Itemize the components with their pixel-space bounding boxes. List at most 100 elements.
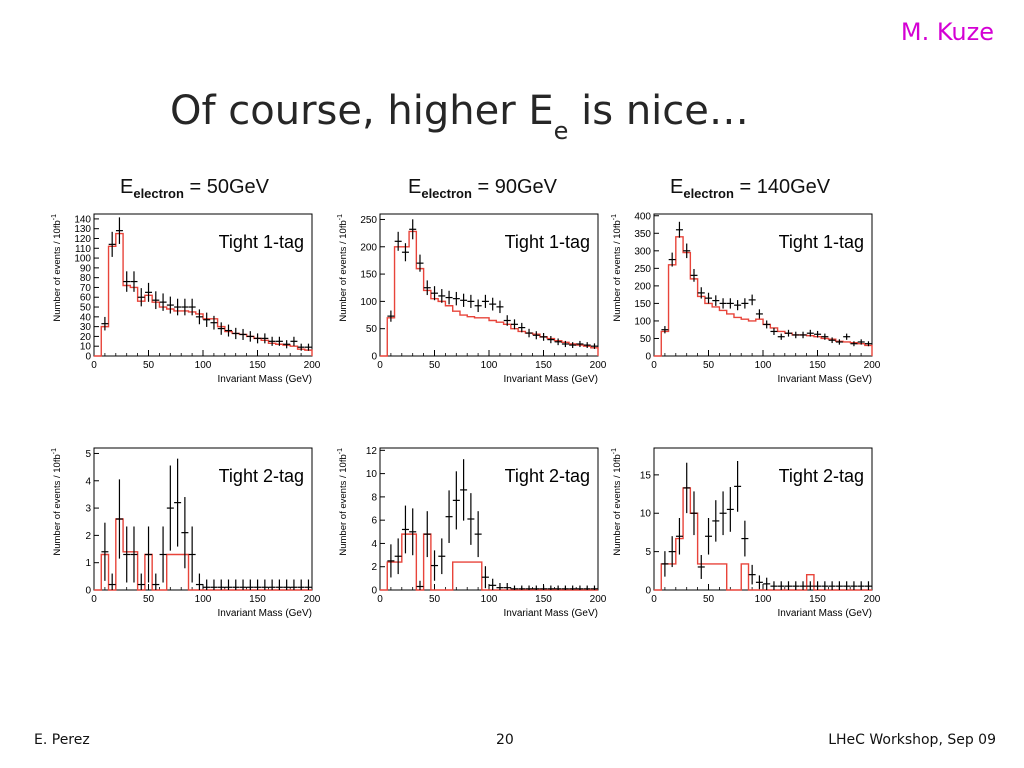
data-point: [683, 243, 691, 259]
x-tick-label: 150: [809, 360, 826, 371]
data-point: [828, 581, 836, 590]
data-point: [583, 585, 591, 590]
data-point: [467, 294, 475, 308]
data-point: [540, 333, 548, 341]
x-tick-label: 150: [249, 360, 266, 371]
chart-140gev-1tag: 0 50 100 150 200 250 300 350 400 0 50 100 150 200 Inva…: [611, 211, 880, 385]
x-axis-label: Invariant Mass (GeV): [504, 374, 598, 385]
data-point: [290, 336, 298, 346]
data-point: [115, 479, 123, 559]
data-point: [792, 581, 800, 590]
slide-title: Of course, higher Ee is nice…: [170, 88, 749, 145]
data-point: [821, 581, 829, 590]
data-point: [525, 585, 533, 590]
x-tick-label: 50: [143, 360, 155, 371]
data-point: [661, 326, 669, 334]
data-point: [532, 331, 540, 340]
data-point: [763, 320, 771, 329]
data-point: [297, 579, 305, 590]
x-tick-label: 50: [429, 360, 441, 371]
data-point: [675, 221, 683, 238]
data-point: [799, 581, 807, 590]
y-tick-label: 50: [366, 324, 378, 335]
data-point: [246, 579, 254, 590]
data-point: [137, 573, 145, 590]
data-point: [438, 538, 446, 575]
y-tick-label: 10: [366, 469, 378, 480]
col-prefix: E: [120, 176, 134, 198]
data-point: [394, 231, 402, 251]
y-tick-label: 100: [360, 297, 377, 308]
data-point: [431, 286, 439, 301]
y-tick-label: 15: [640, 470, 652, 481]
data-point: [712, 295, 720, 306]
data-point: [503, 582, 511, 590]
data-point: [748, 564, 756, 585]
data-point: [712, 500, 720, 542]
footer-event: LHeC Workshop, Sep 09: [828, 732, 996, 748]
data-point: [734, 300, 742, 311]
col-sub: electron: [683, 186, 734, 201]
data-point: [152, 573, 160, 590]
data-point: [792, 331, 800, 339]
y-tick-label: 0: [85, 586, 91, 597]
x-axis-label: Invariant Mass (GeV): [218, 374, 312, 385]
col-sub: electron: [133, 186, 184, 201]
data-point: [770, 327, 778, 335]
data-point: [525, 328, 533, 338]
x-axis-label: Invariant Mass (GeV): [778, 374, 872, 385]
x-tick-label: 100: [755, 594, 772, 605]
data-point: [864, 581, 872, 590]
data-point: [683, 462, 691, 514]
data-point: [297, 343, 305, 351]
mc-histogram: [380, 230, 599, 357]
data-point: [719, 491, 727, 536]
data-point: [481, 294, 489, 308]
data-point: [152, 291, 160, 310]
x-tick-label: 100: [195, 594, 212, 605]
data-point: [590, 585, 598, 590]
data-point: [864, 341, 872, 347]
data-point: [239, 579, 247, 590]
y-tick-label: 130: [74, 224, 91, 235]
data-point: [181, 497, 189, 569]
y-tick-label: 120: [74, 234, 91, 245]
data-point: [261, 333, 269, 344]
data-point: [203, 579, 211, 590]
data-point: [785, 581, 793, 590]
data-point: [108, 231, 116, 257]
data-point: [748, 294, 756, 306]
data-point: [188, 526, 196, 583]
data-point: [668, 536, 676, 568]
x-tick-label: 0: [377, 360, 383, 371]
x-tick-label: 0: [91, 360, 97, 371]
data-point: [569, 342, 577, 349]
data-point: [423, 511, 431, 558]
x-tick-label: 200: [304, 360, 320, 371]
data-point: [130, 271, 138, 292]
x-tick-label: 0: [651, 594, 657, 605]
data-point: [705, 517, 713, 555]
data-point: [806, 329, 814, 337]
data-point: [101, 522, 109, 581]
y-tick-label: 0: [371, 586, 377, 597]
x-tick-label: 100: [481, 360, 498, 371]
data-point: [806, 581, 814, 590]
data-point: [561, 340, 569, 348]
data-point: [423, 280, 431, 296]
panel-label: Tight 1-tag: [219, 232, 304, 252]
data-point: [474, 511, 482, 558]
x-tick-label: 200: [590, 360, 606, 371]
x-tick-label: 50: [703, 594, 715, 605]
y-tick-label: 110: [75, 244, 91, 255]
data-point: [576, 340, 584, 348]
y-tick-label: 40: [80, 312, 92, 323]
data-point: [217, 322, 225, 335]
data-point: [445, 490, 453, 543]
y-axis-label-exponent: -1: [337, 448, 344, 454]
data-point: [210, 579, 218, 590]
y-axis-label: Number of events / 10fb-1: [611, 214, 623, 322]
mc-histogram: [654, 236, 873, 357]
x-tick-label: 0: [651, 360, 657, 371]
data-point: [166, 296, 174, 314]
